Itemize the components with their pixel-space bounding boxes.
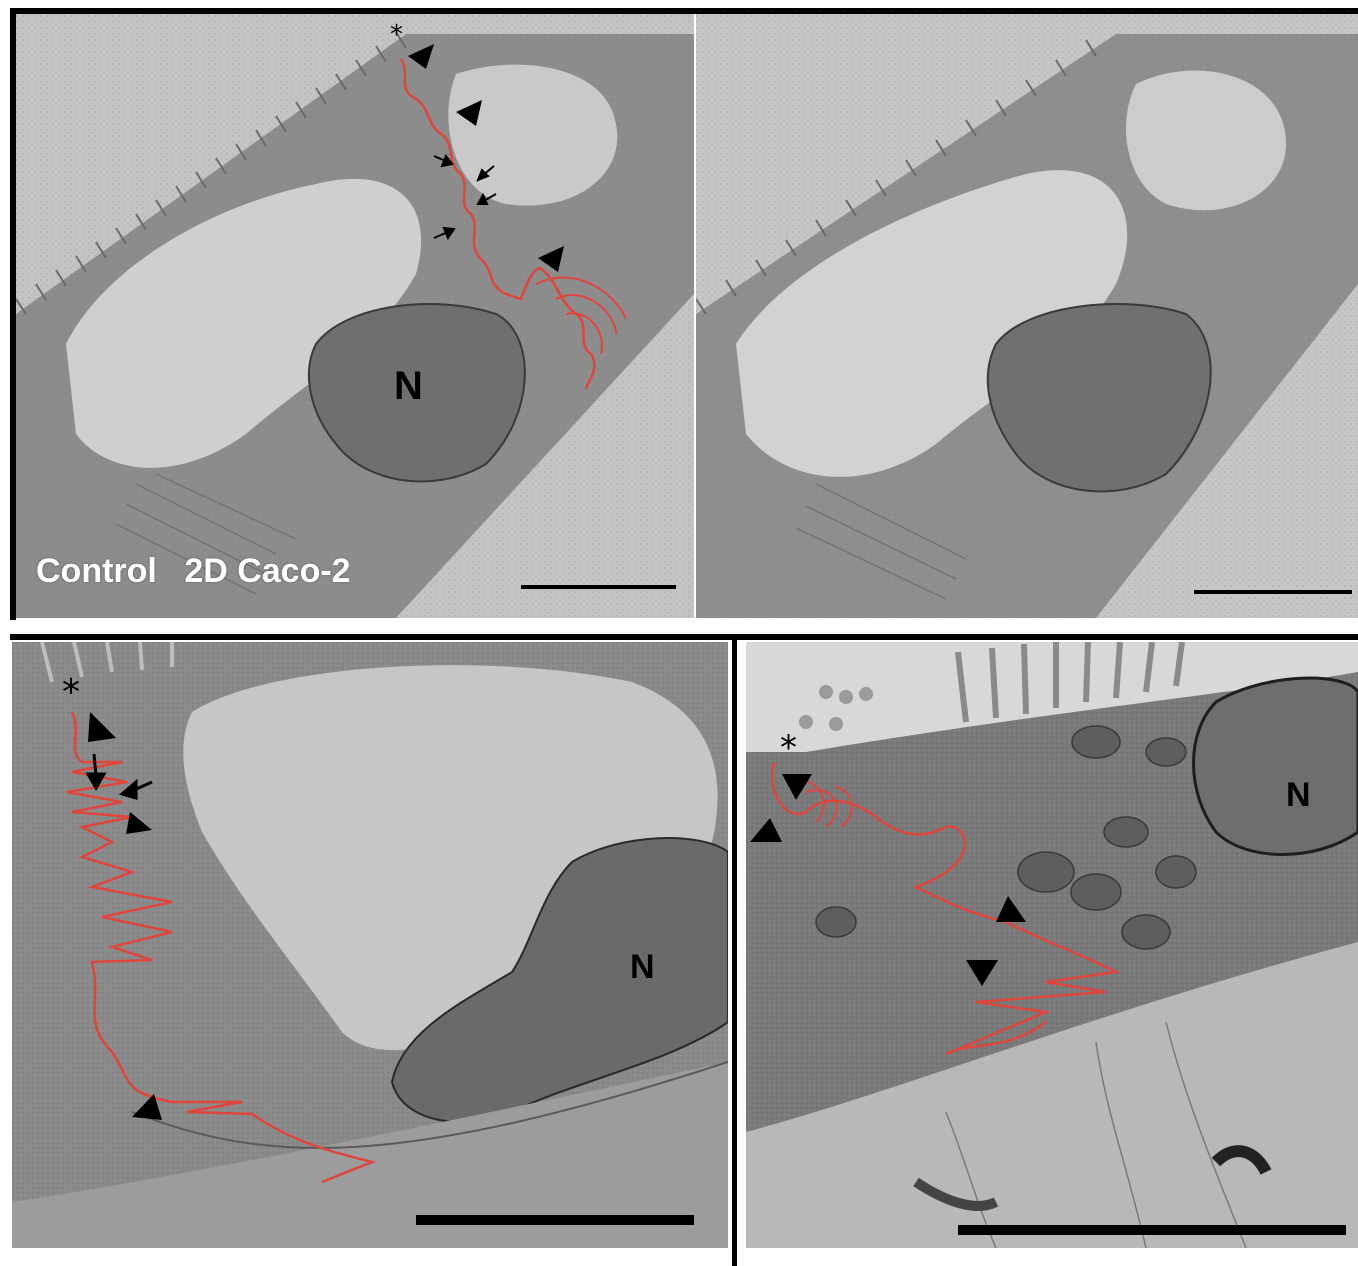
frame-bottom-divider (732, 640, 737, 1266)
tem-panel-control-annotated: * N Control 2D Caco-2 (16, 14, 694, 618)
tem-panel-control-raw (696, 14, 1358, 618)
nucleus-label: N (630, 948, 655, 986)
caption-cell-line: 2D Caco-2 (184, 552, 351, 590)
tem-panel-bottom-right: * N (746, 642, 1358, 1248)
nucleus-label: N (1286, 776, 1311, 814)
panel-caption: Control 2D Caco-2 (36, 552, 351, 591)
tem-panel-bottom-left: * N (12, 642, 728, 1248)
asterisk-icon: * (780, 728, 797, 768)
frame-left (10, 8, 16, 620)
nucleus-label: N (394, 364, 423, 408)
frame-middle (10, 634, 1358, 640)
frame-top (10, 8, 1358, 14)
caption-condition: Control (36, 552, 157, 590)
asterisk-icon: * (390, 20, 403, 50)
asterisk-icon: * (62, 672, 80, 713)
